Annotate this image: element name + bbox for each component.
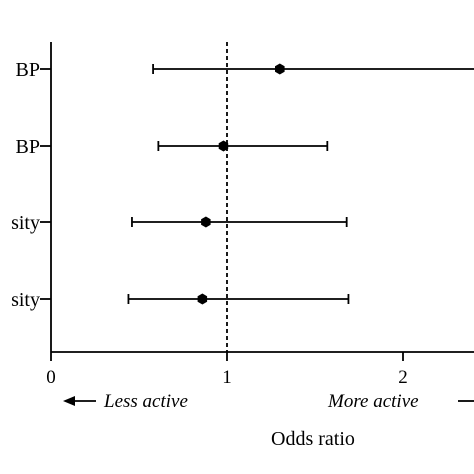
less-active-arrow-icon [63, 396, 75, 406]
forest-row: sity [11, 289, 350, 311]
point-estimate [201, 216, 211, 228]
direction-indicators: Less active More active [63, 391, 474, 412]
row-label: BP [16, 136, 40, 158]
less-active-label: Less active [103, 391, 188, 412]
point-estimate [197, 293, 208, 305]
x-tick-label: 1 [222, 367, 232, 388]
x-axis-title: Odds ratio [271, 428, 355, 450]
row-label: sity [11, 212, 40, 234]
forest-row: BP [16, 136, 329, 158]
x-ticks: 0 1 2 [46, 352, 408, 388]
axes [50, 42, 474, 353]
point-estimate [275, 63, 285, 75]
row-label: BP [16, 59, 40, 81]
point-estimate [218, 140, 229, 152]
more-active-label: More active [327, 391, 419, 412]
forest-row: BP [16, 59, 474, 81]
x-tick-label: 0 [46, 367, 56, 388]
rows: BP BP sity sity [11, 59, 474, 311]
row-label: sity [11, 289, 40, 311]
x-tick-label: 2 [398, 367, 408, 388]
forest-row: sity [11, 212, 348, 234]
